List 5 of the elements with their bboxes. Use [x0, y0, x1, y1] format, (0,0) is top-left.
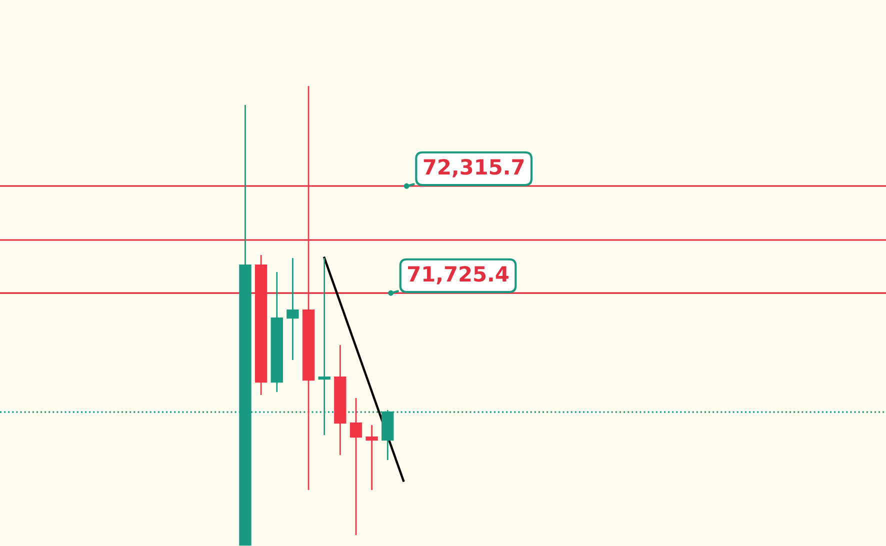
ref-line-label: 72,315.7 [424, 158, 524, 178]
candlestick [286, 257, 299, 361]
candlestick [350, 397, 362, 536]
ref-line-label: 71,725.4 [408, 266, 508, 284]
candlestick [366, 424, 378, 491]
